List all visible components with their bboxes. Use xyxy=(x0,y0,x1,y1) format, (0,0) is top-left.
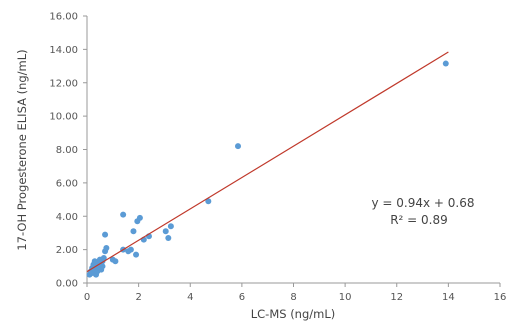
data-point xyxy=(133,251,140,258)
data-point xyxy=(205,198,212,205)
y-tick-label: 16.00 xyxy=(49,12,78,23)
data-point xyxy=(120,211,127,218)
data-point xyxy=(442,60,449,67)
data-point xyxy=(167,223,174,230)
y-tick-label: 4.00 xyxy=(56,212,78,223)
x-axis-label: LC-MS (ng/mL) xyxy=(251,307,336,321)
data-point xyxy=(235,143,242,150)
trendline-equation: y = 0.94x + 0.68 xyxy=(371,196,474,210)
y-tick-label: 10.00 xyxy=(49,112,78,123)
x-tick-label: 14 xyxy=(442,292,455,303)
x-tick-label: 0 xyxy=(84,292,90,303)
data-point xyxy=(127,246,134,253)
y-tick-label: 14.00 xyxy=(49,45,78,56)
x-tick-label: 10 xyxy=(339,292,352,303)
data-point xyxy=(162,228,169,235)
r-squared-label: R² = 0.89 xyxy=(390,213,448,227)
trendline xyxy=(86,51,449,273)
x-tick-label: 6 xyxy=(239,292,245,303)
y-tick-label: 0.00 xyxy=(56,279,78,290)
x-tick-label: 4 xyxy=(187,292,193,303)
data-point xyxy=(112,258,119,265)
y-tick-label: 6.00 xyxy=(56,178,78,189)
data-point xyxy=(165,234,172,241)
y-tick-label: 8.00 xyxy=(56,145,78,156)
x-tick-label: 2 xyxy=(135,292,141,303)
data-point xyxy=(99,263,106,270)
data-point xyxy=(103,244,110,251)
x-tick-label: 8 xyxy=(290,292,296,303)
y-tick-label: 12.00 xyxy=(49,78,78,89)
y-axis-label: 17-OH Progesterone ELISA (ng/mL) xyxy=(15,49,29,250)
x-tick-label: 16 xyxy=(494,292,507,303)
y-tick-label: 2.00 xyxy=(56,245,78,256)
data-point xyxy=(100,254,107,261)
data-point xyxy=(102,231,109,238)
x-tick-label: 12 xyxy=(390,292,403,303)
data-point xyxy=(136,214,143,221)
data-point xyxy=(130,228,137,235)
